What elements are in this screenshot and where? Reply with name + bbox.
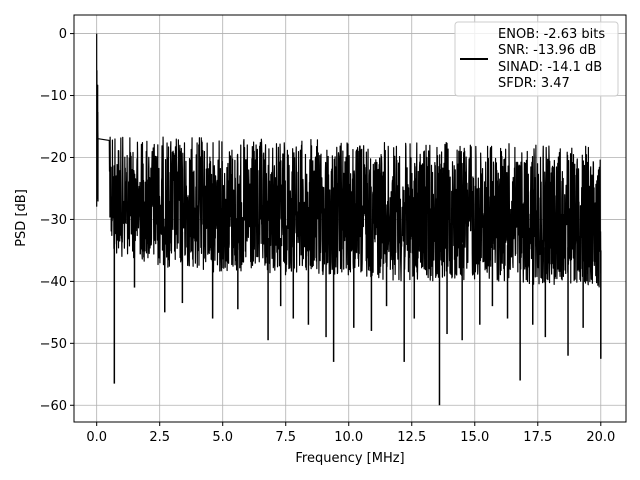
x-tick-label: 17.5	[523, 430, 552, 445]
y-tick-label: −50	[40, 337, 67, 352]
psd-line	[96, 33, 602, 288]
y-tick-label: −30	[40, 213, 67, 228]
x-tick-label: 20.0	[586, 430, 615, 445]
legend-box	[454, 21, 619, 97]
legend-enob: ENOB: -2.63 bits	[498, 27, 605, 42]
legend-sfdr: SFDR: 3.47	[498, 76, 570, 91]
x-tick-label: 2.5	[149, 430, 170, 445]
y-tick-label: 0	[59, 27, 67, 42]
x-tick-label: 10.0	[334, 430, 363, 445]
x-tick-label: 0.0	[86, 430, 107, 445]
y-axis-label: PSD [dB]	[14, 189, 29, 247]
y-tick-label: −60	[40, 399, 67, 414]
x-axis-label: Frequency [MHz]	[295, 451, 404, 466]
y-tick-label: −10	[40, 89, 67, 104]
legend-snr: SNR: -13.96 dB	[498, 43, 596, 58]
legend-sinad: SINAD: -14.1 dB	[498, 60, 602, 75]
x-axis-ticks: 0.0 2.5 5.0 7.5 10.0 12.5 15.0 17.5 20.0	[86, 422, 615, 445]
plot-frame	[73, 14, 627, 423]
y-tick-label: −20	[40, 151, 67, 166]
y-axis-ticks: 0 −10 −20 −30 −40 −50 −60	[40, 27, 74, 414]
x-tick-label: 12.5	[397, 430, 426, 445]
psd-trace	[96, 33, 602, 406]
x-tick-label: 15.0	[460, 430, 489, 445]
x-tick-label: 7.5	[275, 430, 296, 445]
x-tick-label: 5.0	[212, 430, 233, 445]
legend: ENOB: -2.63 bits SNR: -13.96 dB SINAD: -…	[454, 21, 619, 97]
y-tick-label: −40	[40, 275, 67, 290]
